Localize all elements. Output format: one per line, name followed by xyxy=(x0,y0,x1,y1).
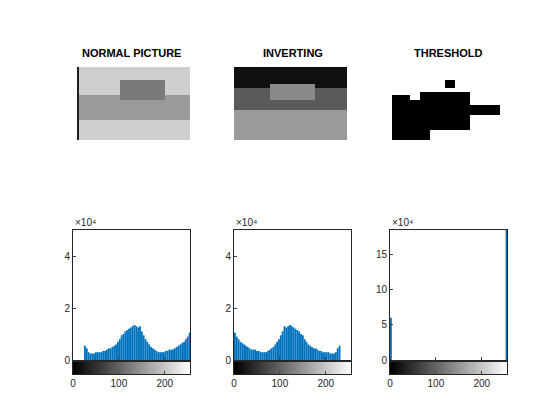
svg-text:10: 10 xyxy=(376,284,388,295)
svg-text:0: 0 xyxy=(387,378,393,389)
svg-text:×10⁴: ×10⁴ xyxy=(75,217,96,228)
svg-text:100: 100 xyxy=(272,378,289,389)
svg-text:5: 5 xyxy=(381,319,387,330)
svg-text:NORMAL PICTURE: NORMAL PICTURE xyxy=(82,47,181,59)
svg-text:4: 4 xyxy=(64,251,70,262)
svg-text:200: 200 xyxy=(156,378,173,389)
svg-text:100: 100 xyxy=(111,378,128,389)
svg-text:4: 4 xyxy=(225,251,231,262)
svg-text:200: 200 xyxy=(317,378,334,389)
svg-text:INVERTING: INVERTING xyxy=(263,47,323,59)
svg-text:2: 2 xyxy=(225,303,231,314)
svg-text:×10⁴: ×10⁴ xyxy=(392,217,413,228)
svg-text:200: 200 xyxy=(473,378,490,389)
svg-text:100: 100 xyxy=(428,378,445,389)
svg-text:×10⁴: ×10⁴ xyxy=(236,217,257,228)
svg-text:15: 15 xyxy=(376,249,388,260)
svg-text:THRESHOLD: THRESHOLD xyxy=(414,47,483,59)
svg-text:0: 0 xyxy=(64,355,70,366)
svg-text:0: 0 xyxy=(381,355,387,366)
svg-text:2: 2 xyxy=(64,303,70,314)
svg-text:0: 0 xyxy=(231,378,237,389)
svg-text:0: 0 xyxy=(70,378,76,389)
svg-text:0: 0 xyxy=(225,355,231,366)
